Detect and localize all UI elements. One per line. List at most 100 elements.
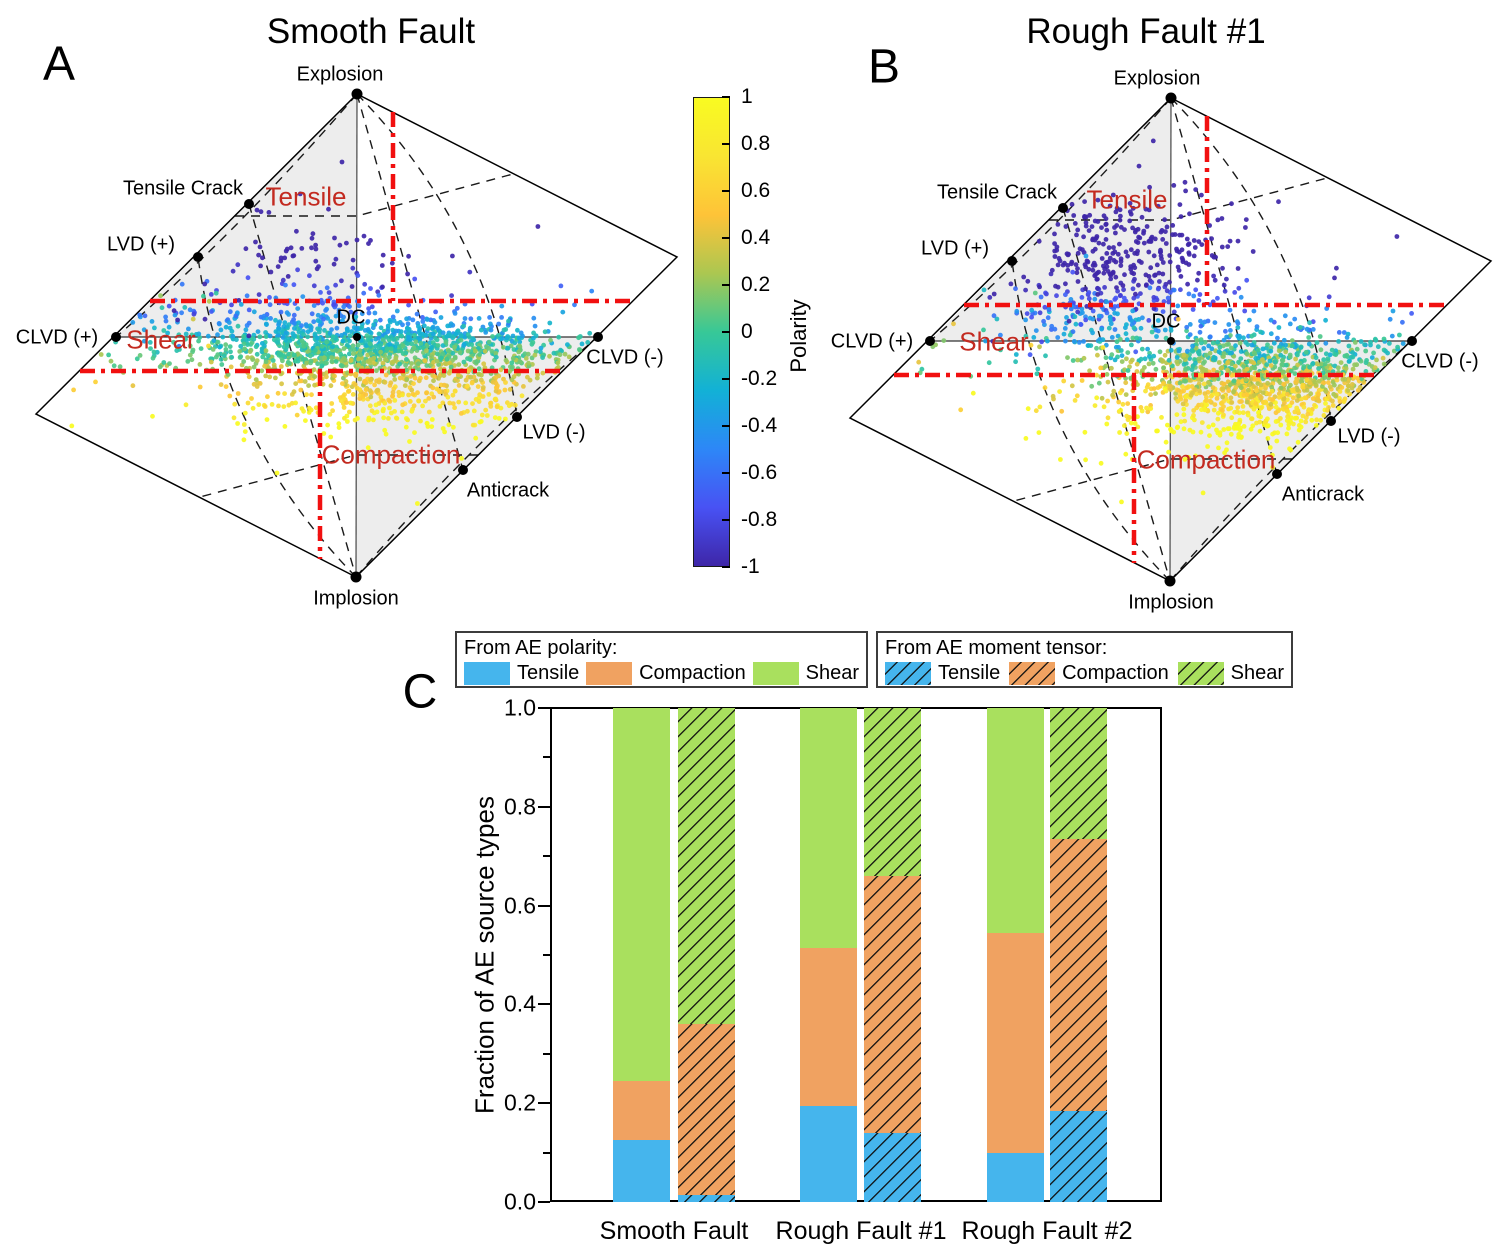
ae-event-dot: [1205, 380, 1211, 385]
ae-event-dot: [1394, 234, 1400, 239]
lvd-plus-point: [193, 252, 203, 262]
ae-event-dot: [1071, 339, 1077, 344]
ae-event-dot: [540, 370, 546, 376]
ae-event-dot: [1228, 333, 1233, 338]
ae-event-dot: [1326, 380, 1331, 385]
ae-event-dot: [292, 358, 298, 364]
ae-event-dot: [259, 349, 265, 355]
ae-event-dot: [1260, 346, 1266, 352]
ae-event-dot: [1164, 224, 1170, 230]
ae-event-dot: [348, 309, 354, 315]
ae-event-dot: [1322, 361, 1328, 367]
ae-event-dot: [456, 399, 462, 405]
ae-event-dot: [1154, 428, 1159, 434]
ae-event-dot: [437, 404, 443, 409]
y-axis-tick: [538, 707, 550, 709]
ae-event-dot: [1166, 357, 1172, 363]
clvd-plus-point: [925, 336, 935, 346]
ae-event-dot: [1209, 236, 1214, 242]
ae-event-dot: [1320, 384, 1325, 389]
ae-event-dot: [371, 355, 377, 361]
ae-event-dot: [329, 401, 335, 406]
ae-event-dot: [1321, 413, 1327, 418]
ae-event-dot: [1090, 267, 1096, 273]
ae-event-dot: [1013, 286, 1018, 292]
ae-event-dot: [385, 323, 391, 329]
ae-event-dot: [364, 333, 370, 339]
ae-event-dot: [1131, 295, 1137, 301]
ae-event-dot: [1194, 337, 1200, 343]
ae-event-dot: [1305, 411, 1311, 417]
ae-event-dot: [1175, 264, 1181, 270]
ae-event-dot: [1400, 341, 1406, 346]
ae-event-dot: [1341, 398, 1347, 404]
ae-event-dot: [253, 239, 258, 245]
ae-event-dot: [334, 325, 340, 331]
ae-event-dot: [1025, 406, 1031, 412]
ae-event-dot: [117, 364, 123, 370]
ae-event-dot: [229, 354, 235, 360]
polarity-colorbar-title: Polarity: [786, 299, 811, 373]
ae-event-dot: [576, 335, 581, 341]
ae-event-dot: [1029, 307, 1035, 313]
ae-event-dot: [1148, 265, 1154, 271]
ae-event-dot: [1268, 363, 1274, 368]
ae-event-dot: [1229, 415, 1235, 421]
ae-event-dot: [338, 363, 344, 368]
legend-items-row: Tensile Compaction Shear: [464, 662, 859, 685]
ae-event-dot: [1191, 293, 1197, 299]
ae-event-dot: [1235, 405, 1241, 410]
ae-event-dot: [1225, 367, 1230, 373]
ae-event-dot: [1139, 408, 1145, 414]
ae-event-dot: [498, 336, 503, 342]
ae-event-dot: [330, 408, 335, 414]
ae-event-dot: [1073, 262, 1079, 267]
ae-event-dot: [369, 408, 375, 414]
panel-b-letter: B: [867, 40, 901, 94]
ae-event-dot: [348, 358, 354, 363]
ae-event-dot: [1337, 389, 1343, 394]
ae-event-dot: [1021, 274, 1027, 280]
ae-event-dot: [376, 292, 382, 298]
ae-event-dot: [265, 394, 270, 400]
ae-event-dot: [1244, 277, 1250, 283]
ae-event-dot: [1243, 340, 1249, 345]
ae-event-dot: [440, 351, 446, 357]
ae-event-dot: [442, 429, 447, 435]
ae-event-dot: [434, 337, 440, 343]
bar-polarity-0-tensile-segment: [613, 1140, 670, 1202]
ae-event-dot: [1264, 362, 1270, 367]
ae-event-dot: [1229, 400, 1235, 405]
ae-event-dot: [998, 332, 1003, 338]
ae-event-dot: [1321, 357, 1327, 363]
implosion-point: [350, 571, 362, 583]
ae-event-dot: [424, 348, 429, 354]
ae-event-dot: [238, 302, 244, 307]
ae-event-dot: [380, 408, 386, 414]
ae-event-dot: [1228, 395, 1234, 401]
ae-event-dot: [400, 343, 406, 349]
ae-event-dot: [1241, 335, 1246, 341]
ae-event-dot: [1125, 401, 1131, 406]
ae-event-dot: [1306, 341, 1312, 347]
ae-event-dot: [1209, 346, 1215, 352]
ae-event-dot: [1066, 318, 1072, 324]
bar-chart-y-axis-label: Fraction of AE source types: [469, 796, 500, 1114]
x-axis-category-label: Rough Fault #2: [961, 1217, 1133, 1245]
ae-event-dot: [1110, 392, 1115, 398]
ae-event-dot: [488, 321, 493, 327]
ae-event-dot: [251, 364, 257, 370]
dc-label: DC: [336, 306, 366, 329]
ae-event-dot: [465, 383, 470, 389]
ae-event-dot: [1033, 328, 1039, 333]
ae-event-dot: [1325, 407, 1330, 413]
ae-event-dot: [206, 298, 212, 304]
ae-event-dot: [1052, 241, 1057, 247]
ae-event-dot: [1104, 310, 1110, 316]
ae-event-dot: [1281, 337, 1287, 343]
ae-event-dot: [1179, 247, 1185, 253]
ae-event-dot: [1129, 357, 1135, 363]
ae-event-dot: [1127, 315, 1133, 320]
y-axis-tick: [538, 1201, 550, 1203]
ae-event-dot: [1277, 344, 1282, 350]
